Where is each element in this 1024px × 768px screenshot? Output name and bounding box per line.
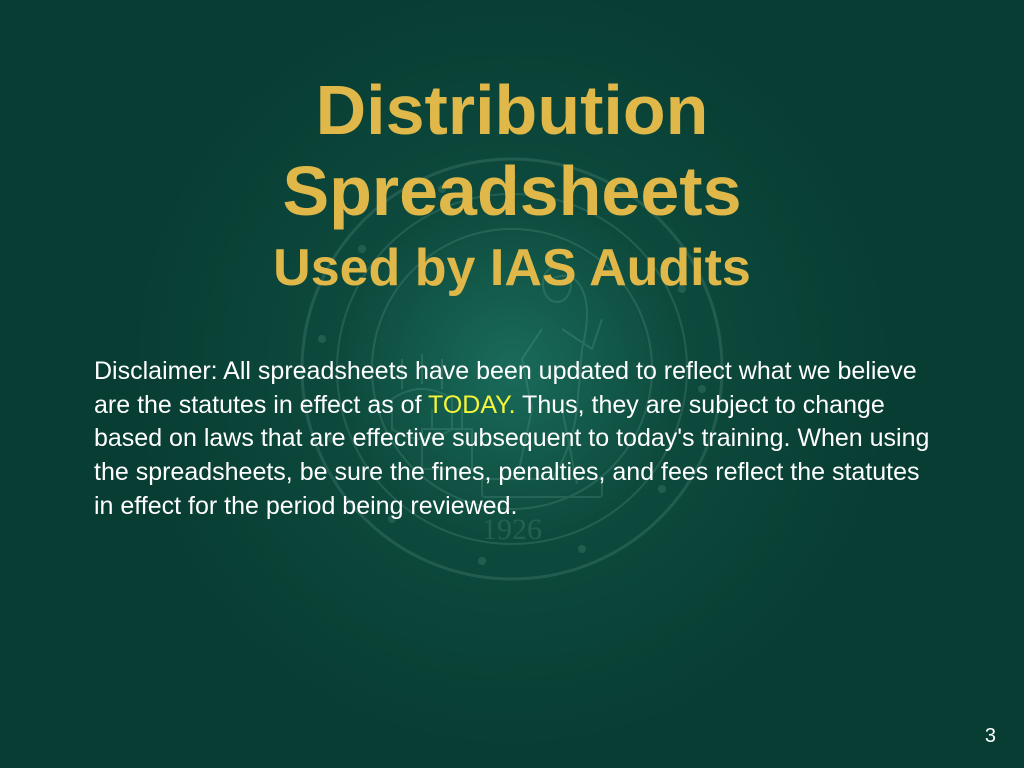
title-line-2: Spreadsheets [90,151,934,232]
subtitle: Used by IAS Audits [90,239,934,299]
slide-content: Distribution Spreadsheets Used by IAS Au… [0,0,1024,768]
disclaimer-text: Disclaimer: All spreadsheets have been u… [90,355,934,524]
disclaimer-highlight: TODAY. [428,391,516,419]
title-line-1: Distribution [90,70,934,151]
title-block: Distribution Spreadsheets Used by IAS Au… [90,70,934,299]
